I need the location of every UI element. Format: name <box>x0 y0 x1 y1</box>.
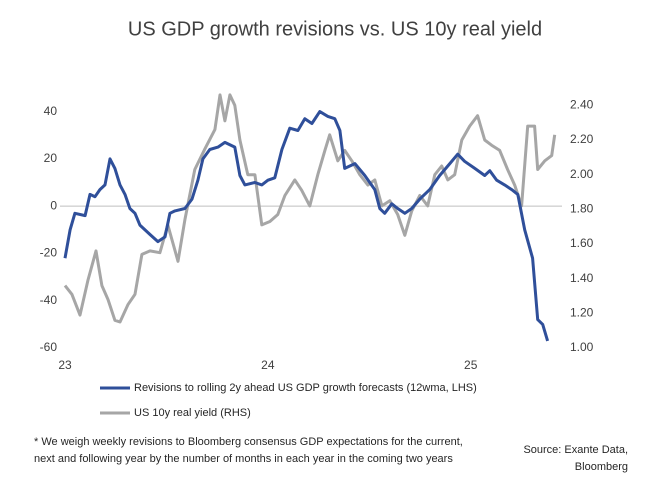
footnote: * We weigh weekly revisions to Bloomberg… <box>34 436 463 448</box>
legend-label: US 10y real yield (RHS) <box>134 407 251 419</box>
y2-tick-label: 2.20 <box>570 132 594 146</box>
y2-tick-label: 1.60 <box>570 236 594 250</box>
source: Bloomberg <box>575 461 628 473</box>
x-tick-label: 23 <box>58 358 72 372</box>
y-tick-label: -60 <box>40 340 58 354</box>
x-tick-label: 24 <box>261 358 275 372</box>
y2-tick-label: 2.40 <box>570 98 594 112</box>
series-line <box>63 93 557 324</box>
y-tick-label: -40 <box>40 293 58 307</box>
x-tick-label: 25 <box>464 358 478 372</box>
y-tick-label: 20 <box>44 151 58 165</box>
legend-label: Revisions to rolling 2y ahead US GDP gro… <box>134 382 477 394</box>
y2-tick-label: 1.40 <box>570 271 594 285</box>
y2-tick-label: 1.20 <box>570 306 594 320</box>
series-line <box>63 110 550 342</box>
y-tick-label: -20 <box>40 246 58 260</box>
source: Source: Exante Data, <box>523 444 628 456</box>
y2-tick-label: 1.80 <box>570 202 594 216</box>
chart-title: US GDP growth revisions vs. US 10y real … <box>128 18 542 40</box>
y-tick-label: 40 <box>44 104 58 118</box>
y2-tick-label: 1.00 <box>570 340 594 354</box>
footnote: next and following year by the number of… <box>34 453 453 465</box>
y2-tick-label: 2.00 <box>570 167 594 181</box>
y-tick-label: 0 <box>50 198 57 212</box>
